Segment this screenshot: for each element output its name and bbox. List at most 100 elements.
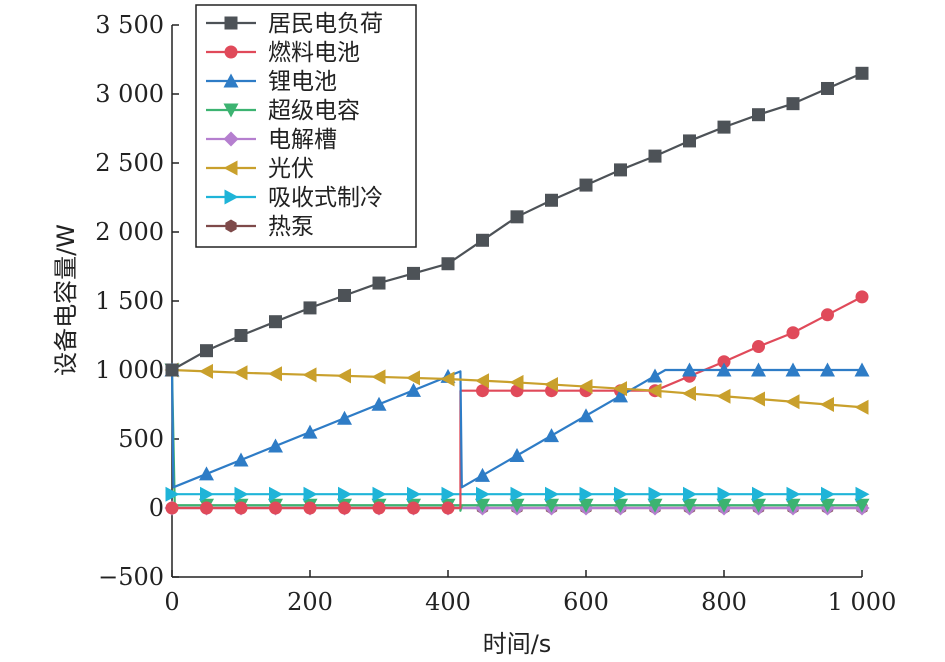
data-point bbox=[545, 486, 559, 502]
x-tick-label: 1 000 bbox=[828, 588, 897, 616]
legend-label: 超级电容 bbox=[268, 98, 360, 124]
data-point bbox=[510, 210, 524, 224]
data-point bbox=[233, 365, 248, 381]
y-tick-label: 1 000 bbox=[95, 356, 164, 384]
data-point bbox=[785, 394, 800, 410]
x-tick-label: 200 bbox=[287, 588, 333, 616]
data-point bbox=[717, 355, 731, 369]
data-point bbox=[682, 362, 697, 377]
data-point bbox=[854, 498, 870, 513]
data-point bbox=[821, 486, 835, 502]
data-point bbox=[785, 498, 801, 513]
x-tick-label: 600 bbox=[563, 588, 609, 616]
data-point bbox=[752, 486, 766, 502]
legend-label: 燃料电池 bbox=[268, 40, 360, 66]
legend-label: 锂电池 bbox=[268, 69, 337, 95]
data-point bbox=[303, 486, 318, 502]
data-point bbox=[269, 315, 282, 329]
data-point bbox=[716, 388, 731, 404]
data-point bbox=[578, 498, 594, 513]
data-point bbox=[717, 486, 732, 502]
data-point bbox=[509, 498, 525, 513]
legend-item: 热泵 bbox=[206, 214, 314, 240]
data-point bbox=[648, 149, 662, 163]
data-point bbox=[441, 257, 455, 271]
y-tick-label: 500 bbox=[118, 425, 164, 453]
data-point bbox=[165, 363, 179, 377]
data-point bbox=[752, 108, 765, 122]
data-point bbox=[407, 501, 420, 515]
data-point bbox=[579, 178, 593, 192]
data-point bbox=[302, 424, 318, 439]
data-point bbox=[372, 486, 387, 502]
data-point bbox=[440, 371, 455, 387]
data-point bbox=[509, 447, 525, 462]
data-point bbox=[614, 163, 627, 177]
data-point bbox=[820, 397, 834, 412]
data-point bbox=[302, 367, 317, 383]
data-point bbox=[199, 466, 214, 481]
data-point bbox=[786, 486, 801, 502]
y-tick-label: 2 000 bbox=[95, 218, 164, 246]
legend-swatch-marker bbox=[224, 189, 239, 205]
data-point bbox=[613, 388, 628, 403]
y-axis-title: 设备电容量/W bbox=[52, 224, 80, 376]
x-tick-label: 0 bbox=[164, 588, 179, 616]
legend-item: 居民电负荷 bbox=[206, 11, 383, 37]
data-point bbox=[200, 501, 213, 515]
data-point bbox=[303, 301, 317, 315]
legend-item: 锂电池 bbox=[206, 69, 337, 95]
data-point bbox=[337, 410, 352, 425]
data-point bbox=[476, 486, 490, 502]
legend-item: 吸收式制冷 bbox=[206, 185, 383, 211]
data-point bbox=[855, 290, 869, 304]
data-point bbox=[268, 438, 283, 453]
data-point bbox=[441, 501, 455, 515]
x-axis-title: 时间/s bbox=[483, 630, 552, 658]
legend-swatch-marker bbox=[225, 219, 237, 233]
data-point bbox=[200, 344, 213, 358]
series-1 bbox=[165, 290, 869, 515]
data-point bbox=[476, 384, 489, 398]
data-point bbox=[716, 498, 732, 513]
data-point bbox=[751, 362, 766, 377]
data-point bbox=[234, 329, 248, 342]
data-point bbox=[406, 370, 420, 386]
data-point bbox=[269, 486, 283, 502]
y-tick-label: −500 bbox=[98, 563, 164, 591]
data-point bbox=[372, 276, 386, 290]
data-point bbox=[475, 373, 489, 389]
data-point bbox=[683, 134, 696, 148]
data-point bbox=[854, 362, 870, 377]
data-point bbox=[854, 399, 869, 415]
data-point bbox=[338, 501, 351, 515]
data-point bbox=[544, 498, 559, 513]
data-point bbox=[371, 396, 387, 411]
data-point bbox=[785, 362, 801, 377]
legend-swatch-marker bbox=[224, 45, 238, 59]
data-point bbox=[648, 486, 663, 502]
data-point bbox=[406, 382, 421, 397]
data-point bbox=[268, 366, 282, 382]
data-point bbox=[786, 326, 800, 340]
data-point bbox=[338, 486, 352, 502]
data-point bbox=[751, 498, 766, 513]
data-point bbox=[579, 486, 594, 502]
data-point bbox=[647, 368, 663, 383]
data-point bbox=[855, 486, 870, 502]
data-point bbox=[821, 81, 834, 95]
y-tick-label: 0 bbox=[149, 494, 164, 522]
legend-label: 电解槽 bbox=[268, 127, 337, 153]
y-tick-label: 3 000 bbox=[95, 80, 164, 108]
legend-swatch-marker bbox=[223, 160, 238, 176]
data-point bbox=[820, 362, 835, 377]
legend-box bbox=[195, 4, 417, 248]
data-point bbox=[647, 498, 663, 513]
data-point bbox=[233, 452, 249, 467]
data-point bbox=[475, 467, 490, 482]
data-point bbox=[716, 362, 732, 377]
legend-swatch-marker bbox=[223, 73, 239, 88]
legend-swatch-marker bbox=[223, 103, 239, 118]
legend-item: 光伏 bbox=[206, 156, 314, 182]
